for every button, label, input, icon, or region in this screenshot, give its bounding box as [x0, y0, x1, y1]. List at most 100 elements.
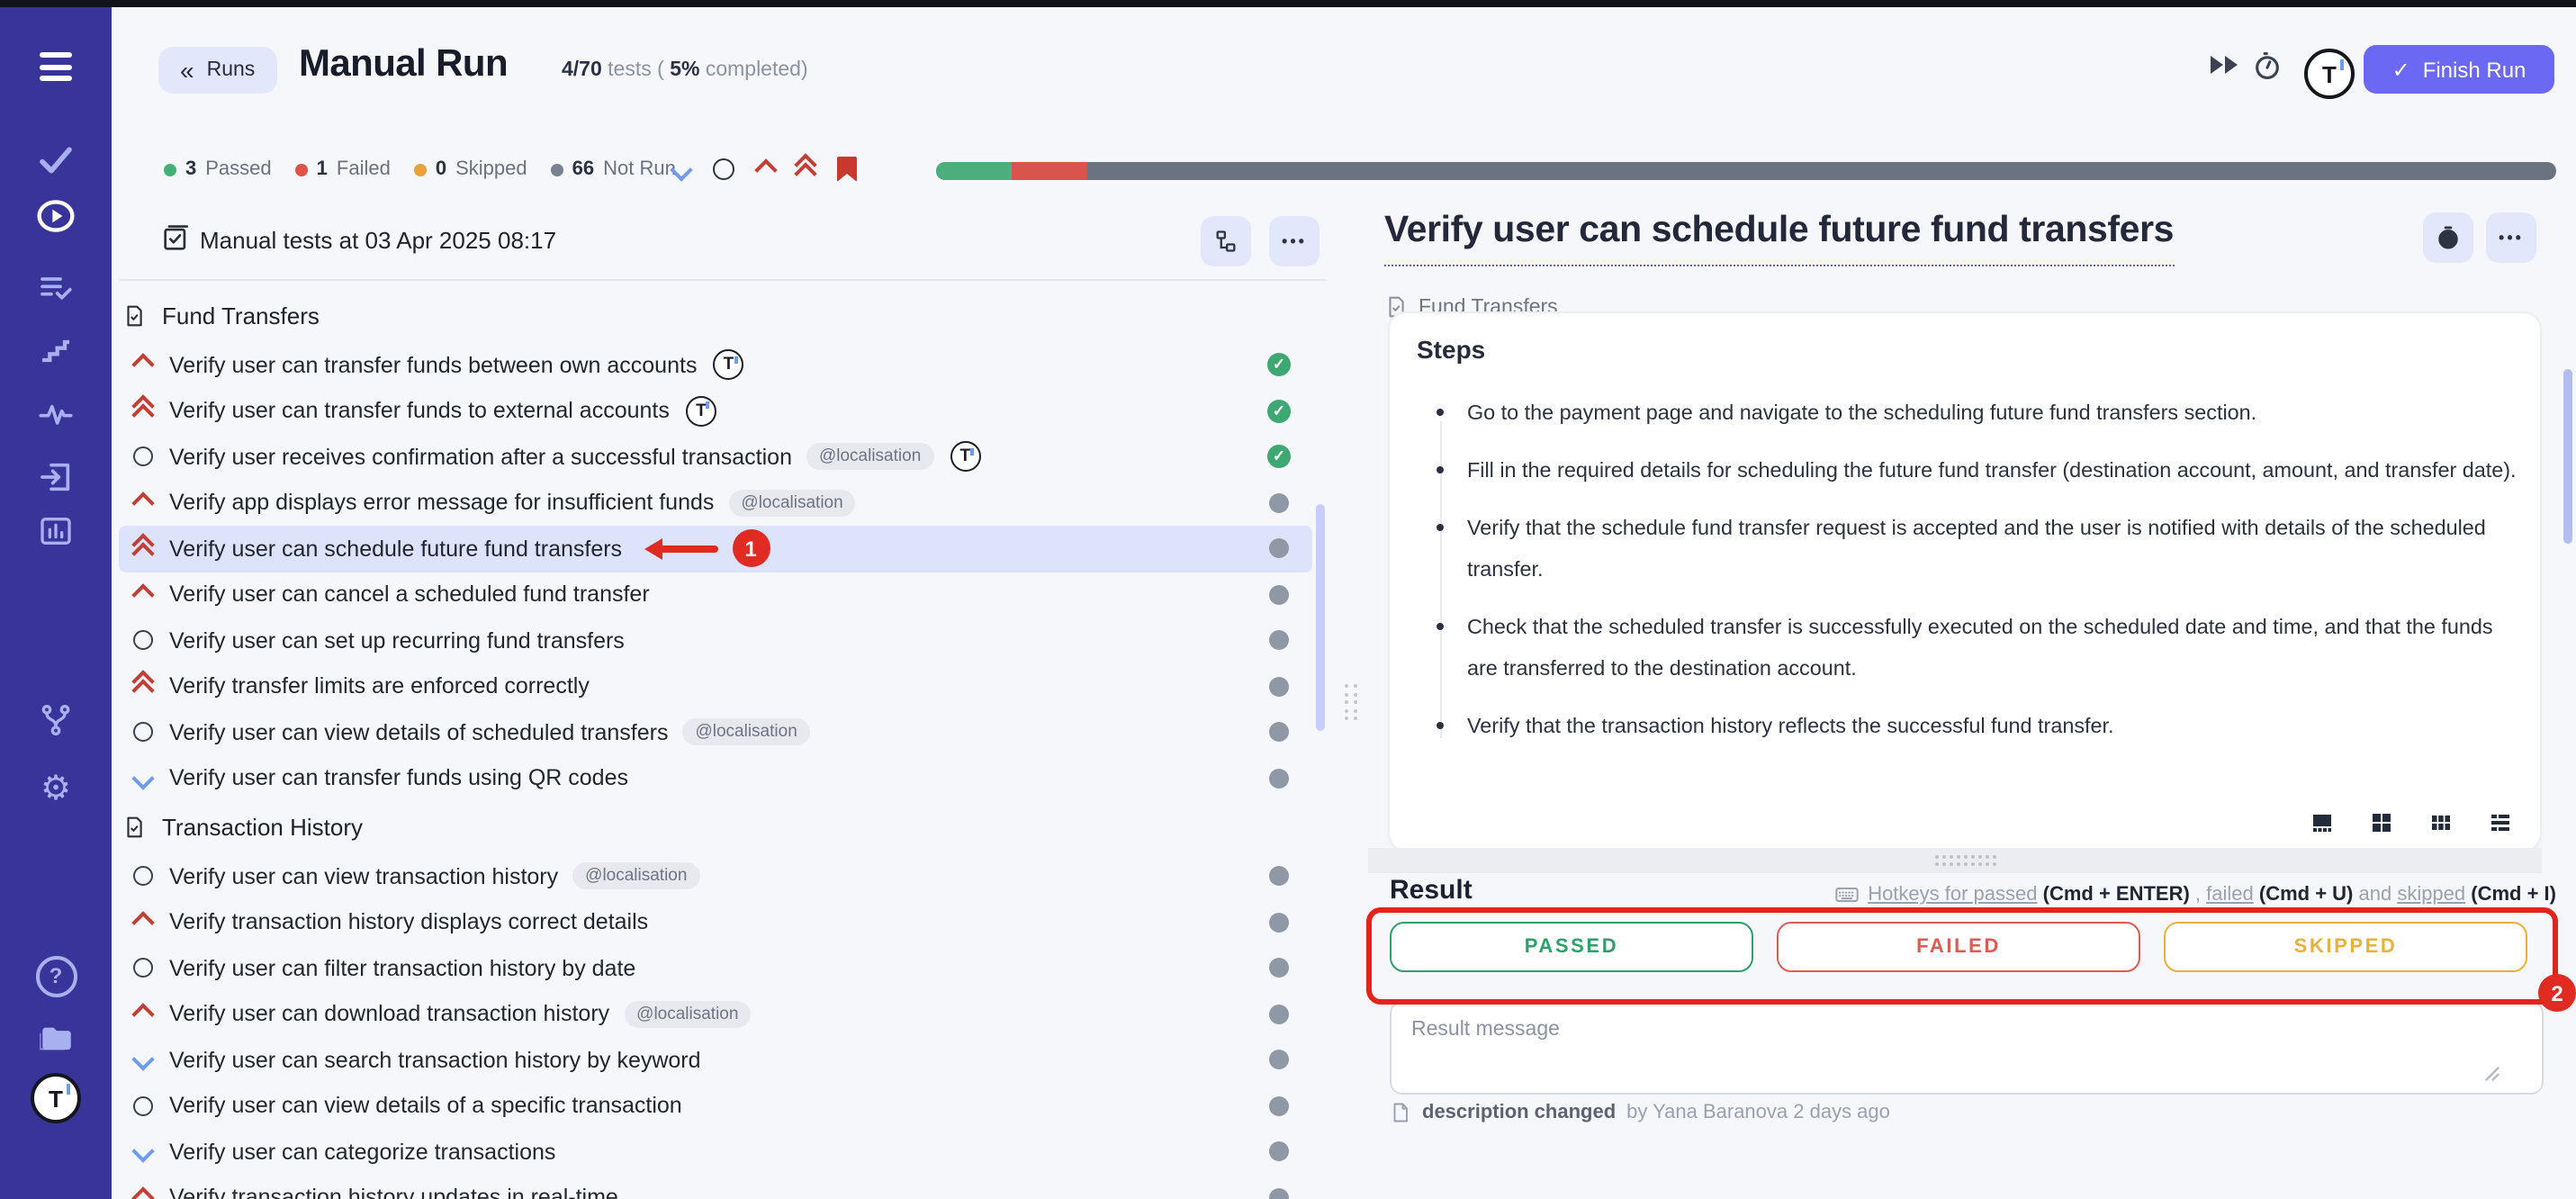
top-strip [0, 0, 2576, 7]
test-row[interactable]: Verify user can categorize transactions [119, 1129, 1312, 1175]
timer-icon[interactable] [2252, 50, 2283, 81]
status-passed-icon: ✓ [1267, 353, 1291, 377]
test-row[interactable]: Verify user can cancel a scheduled fund … [119, 572, 1312, 618]
test-list-panel: Manual tests at 03 Apr 2025 08:17 ••• Fu… [112, 187, 1329, 1199]
document-check-icon [122, 816, 146, 839]
test-list: Fund Transfers Verify user can transfer … [119, 290, 1312, 1199]
test-row[interactable]: Verify user can view details of schedule… [119, 709, 1312, 755]
fast-forward-icon[interactable] [2211, 56, 2238, 74]
test-title: Verify transaction history displays corr… [169, 909, 649, 935]
priority-high-icon [130, 582, 157, 607]
test-row[interactable]: Verify user can view details of a specif… [119, 1083, 1312, 1129]
section-row[interactable]: Transaction History [119, 801, 1312, 853]
annotation-box: PASSED FAILED SKIPPED [1366, 907, 2558, 1005]
priority-high-icon [130, 1185, 157, 1199]
layout-switcher [2311, 812, 2511, 834]
test-row[interactable]: Verify transfer limits are enforced corr… [119, 663, 1312, 709]
test-detail-panel: Verify user can schedule future fund tra… [1366, 187, 2576, 1199]
status-legend: 3 Passed 1 Failed 0 Skipped 66 Not Run [164, 158, 676, 180]
left-list-scrollbar[interactable] [1316, 504, 1324, 731]
textarea-resize-grip[interactable] [2484, 1066, 2500, 1082]
tree-view-button[interactable] [1201, 216, 1251, 266]
priority-filters [670, 153, 857, 185]
test-title: Verify user receives confirmation after … [169, 444, 792, 470]
section-row[interactable]: Fund Transfers [119, 290, 1312, 342]
priority-low-icon [130, 1140, 157, 1164]
menu-icon[interactable] [0, 43, 112, 90]
status-notrun-icon [1269, 584, 1289, 605]
list-more-button[interactable]: ••• [1269, 216, 1320, 266]
test-title: Verify user can transfer funds to extern… [169, 398, 670, 424]
pulse-icon[interactable] [0, 391, 112, 437]
settings-gear-icon[interactable]: ⚙ [40, 770, 72, 807]
brand-logo[interactable]: T [0, 1073, 112, 1123]
result-failed-button[interactable]: FAILED [1777, 922, 2140, 972]
filter-high-priority-icon[interactable] [754, 158, 778, 181]
annotation-arrow-1: 1 [644, 529, 770, 568]
priority-normal-icon [130, 866, 157, 887]
projects-folder-icon[interactable] [0, 1014, 112, 1060]
filter-low-priority-icon[interactable] [670, 158, 693, 181]
finish-run-button[interactable]: ✓ Finish Run [2364, 45, 2554, 94]
back-to-runs-button[interactable]: « Runs [158, 47, 277, 94]
priority-normal-icon [130, 1095, 157, 1116]
panel-resize-grip[interactable] [1345, 684, 1356, 720]
test-row[interactable]: Verify transaction history displays corr… [119, 899, 1312, 945]
test-row[interactable]: Verify user can schedule future fund tra… [119, 526, 1312, 572]
checks-icon[interactable] [0, 137, 112, 184]
page-title: Manual Run [299, 43, 509, 85]
test-title: Verify user can filter transaction histo… [169, 955, 636, 981]
test-title[interactable]: Verify user can schedule future fund tra… [1384, 209, 2174, 266]
filter-bookmark-icon[interactable] [837, 157, 857, 182]
steps-heading: Steps [1417, 335, 1486, 364]
layout-grid2-icon[interactable] [2371, 812, 2392, 834]
test-row[interactable]: Verify user can transfer funds using QR … [119, 755, 1312, 801]
result-skipped-button[interactable]: SKIPPED [2164, 922, 2527, 972]
test-title: Verify user can transfer funds between o… [169, 352, 698, 378]
test-row[interactable]: Verify user can transfer funds between o… [119, 342, 1312, 388]
detail-more-button[interactable]: ••• [2486, 212, 2536, 263]
tag-pill: @localisation [728, 489, 856, 517]
steps-icon[interactable] [0, 328, 112, 374]
result-passed-button[interactable]: PASSED [1390, 922, 1753, 972]
test-plans-icon[interactable] [0, 265, 112, 311]
legend-item: 66 Not Run [550, 158, 676, 180]
test-title: Verify transfer limits are enforced corr… [169, 673, 590, 699]
run-name: Manual tests at 03 Apr 2025 08:17 [200, 227, 557, 254]
test-row[interactable]: Verify user can filter transaction histo… [119, 945, 1312, 991]
result-message-input[interactable] [1390, 1001, 2544, 1095]
priority-low-icon [130, 1048, 157, 1072]
layout-grid3-icon[interactable] [2430, 812, 2452, 834]
status-notrun-icon [1269, 912, 1289, 933]
tag-pill: @localisation [624, 1000, 752, 1028]
reports-icon[interactable] [0, 508, 112, 554]
test-row[interactable]: Verify user can set up recurring fund tr… [119, 618, 1312, 663]
status-notrun-icon [1269, 1187, 1289, 1199]
branches-icon[interactable] [0, 697, 112, 744]
back-label: Runs [206, 59, 256, 81]
priority-high-icon [130, 1002, 157, 1026]
hotkeys-hint: Hotkeys for passed (Cmd + ENTER) , faile… [1833, 882, 2556, 907]
test-row[interactable]: Verify transaction history updates in re… [119, 1175, 1312, 1199]
progress-failed [1012, 162, 1087, 180]
import-icon[interactable] [0, 454, 112, 500]
help-icon[interactable]: ? [0, 952, 112, 999]
test-row[interactable]: Verify app displays error message for in… [119, 480, 1312, 526]
test-row[interactable]: Verify user receives confirmation after … [119, 434, 1312, 480]
stopwatch-button[interactable] [2423, 212, 2473, 263]
filter-normal-priority-icon[interactable] [713, 158, 734, 180]
test-title: Verify user can view details of a specif… [169, 1093, 682, 1119]
horizontal-resize-handle[interactable] [1368, 848, 2542, 873]
test-row[interactable]: Verify user can view transaction history… [119, 853, 1312, 899]
filter-highest-priority-icon[interactable] [794, 153, 817, 185]
result-buttons: PASSED FAILED SKIPPED [1390, 922, 2527, 972]
test-row[interactable]: Verify user can transfer funds to extern… [119, 388, 1312, 434]
priority-high-icon [130, 353, 157, 377]
layout-list-icon[interactable] [2490, 812, 2511, 834]
test-row[interactable]: Verify user can search transaction histo… [119, 1037, 1312, 1083]
brand-logo-topbar[interactable]: T [2304, 49, 2355, 99]
runs-icon[interactable] [0, 193, 112, 239]
test-row[interactable]: Verify user can download transaction his… [119, 991, 1312, 1037]
layout-single-icon[interactable] [2311, 812, 2333, 834]
right-panel-scrollbar[interactable] [2563, 369, 2571, 544]
